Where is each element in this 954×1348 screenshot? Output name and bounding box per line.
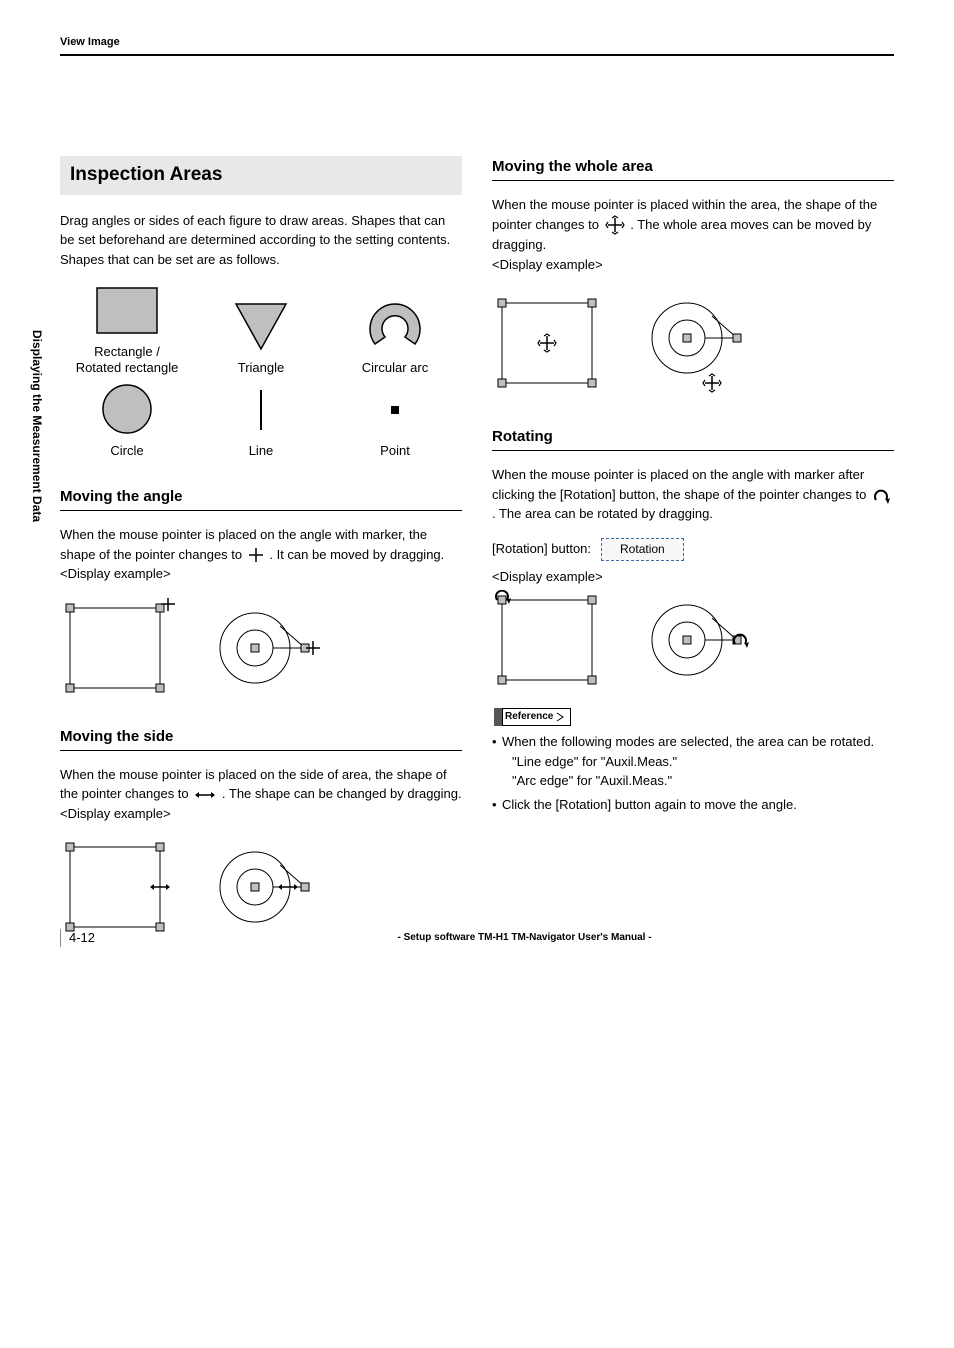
example-arc-rotate (642, 590, 752, 690)
shape-label: Triangle (238, 360, 284, 376)
example-rect-whole (492, 293, 612, 393)
heading-moving-angle: Moving the angle (60, 486, 462, 511)
shape-circle: Circle (60, 382, 194, 459)
header-breadcrumb: View Image (60, 35, 894, 50)
rotating-body: When the mouse pointer is placed on the … (492, 465, 894, 524)
example-rect-rotate (492, 590, 612, 690)
display-example-label: <Display example> (60, 806, 171, 821)
example-arc-side (210, 837, 320, 937)
shape-rectangle: Rectangle / Rotated rectangle (60, 283, 194, 375)
move-cursor-icon (605, 215, 625, 235)
display-example-label: <Display example> (60, 566, 171, 581)
section-title-inspection: Inspection Areas (60, 156, 462, 195)
arc-icon (360, 299, 430, 354)
text: Click the [Rotation] button again to mov… (502, 797, 797, 812)
shape-label: Circular arc (362, 360, 428, 376)
example-arc-angle (210, 598, 320, 698)
rotate-cursor-icon (872, 488, 890, 504)
shapes-grid: Rectangle / Rotated rectangle Triangle C… (60, 283, 462, 458)
shape-arc: Circular arc (328, 299, 462, 376)
shape-label: Rectangle / Rotated rectangle (76, 344, 179, 375)
example-rect-side (60, 837, 180, 937)
sidebar-tab-label: Displaying the Measurement Data (28, 330, 45, 522)
moving-whole-body: When the mouse pointer is placed within … (492, 195, 894, 274)
display-example-label: <Display example> (492, 567, 894, 587)
moving-side-body: When the mouse pointer is placed on the … (60, 765, 462, 824)
reference-item: Click the [Rotation] button again to mov… (492, 795, 894, 815)
moving-angle-example (60, 598, 462, 698)
reference-list: When the following modes are selected, t… (492, 732, 894, 814)
circle-icon (92, 382, 162, 437)
right-column: Moving the whole area When the mouse poi… (492, 156, 894, 947)
shape-triangle: Triangle (194, 299, 328, 376)
intro-paragraph: Drag angles or sides of each figure to d… (60, 211, 462, 270)
text: When the mouse pointer is placed on the … (492, 467, 870, 502)
rotation-button-row: [Rotation] button: Rotation (492, 538, 894, 561)
text: . It can be moved by dragging. (269, 547, 444, 562)
reference-subitem: "Line edge" for "Auxil.Meas." (502, 752, 894, 772)
text: When the following modes are selected, t… (502, 734, 874, 749)
header-rule (60, 54, 894, 56)
moving-side-example (60, 837, 462, 937)
shape-label: Point (380, 443, 410, 459)
reference-tag: Reference (502, 708, 571, 726)
hresize-cursor-icon (194, 789, 216, 801)
text: . The area can be rotated by dragging. (492, 506, 713, 521)
heading-rotating: Rotating (492, 426, 894, 451)
display-example-label: <Display example> (492, 257, 603, 272)
shape-label: Line (249, 443, 274, 459)
reference-subitem: "Arc edge" for "Auxil.Meas." (502, 771, 894, 791)
reference-label: Reference (505, 711, 553, 722)
rectangle-icon (92, 283, 162, 338)
line-icon (226, 382, 296, 437)
point-icon (360, 382, 430, 437)
reference-item: When the following modes are selected, t… (492, 732, 894, 791)
rotation-label: [Rotation] button: (492, 540, 591, 558)
shape-point: Point (328, 382, 462, 459)
heading-moving-whole: Moving the whole area (492, 156, 894, 181)
example-rect-angle (60, 598, 180, 698)
rotation-button[interactable]: Rotation (601, 538, 684, 561)
moving-whole-example (492, 288, 894, 398)
reference-arrow-icon (556, 712, 566, 722)
example-arc-whole (642, 288, 752, 398)
page-footer: 4-12 - Setup software TM-H1 TM-Navigator… (60, 929, 894, 947)
page-number: 4-12 (60, 929, 95, 947)
moving-angle-body: When the mouse pointer is placed on the … (60, 525, 462, 584)
plus-cursor-icon (248, 547, 264, 563)
shape-line: Line (194, 382, 328, 459)
rotating-example (492, 590, 894, 690)
triangle-icon (226, 299, 296, 354)
shape-label: Circle (110, 443, 143, 459)
left-column: Inspection Areas Drag angles or sides of… (60, 156, 462, 947)
text: . The shape can be changed by dragging. (222, 786, 462, 801)
footer-title: - Setup software TM-H1 TM-Navigator User… (155, 931, 894, 945)
heading-moving-side: Moving the side (60, 726, 462, 751)
